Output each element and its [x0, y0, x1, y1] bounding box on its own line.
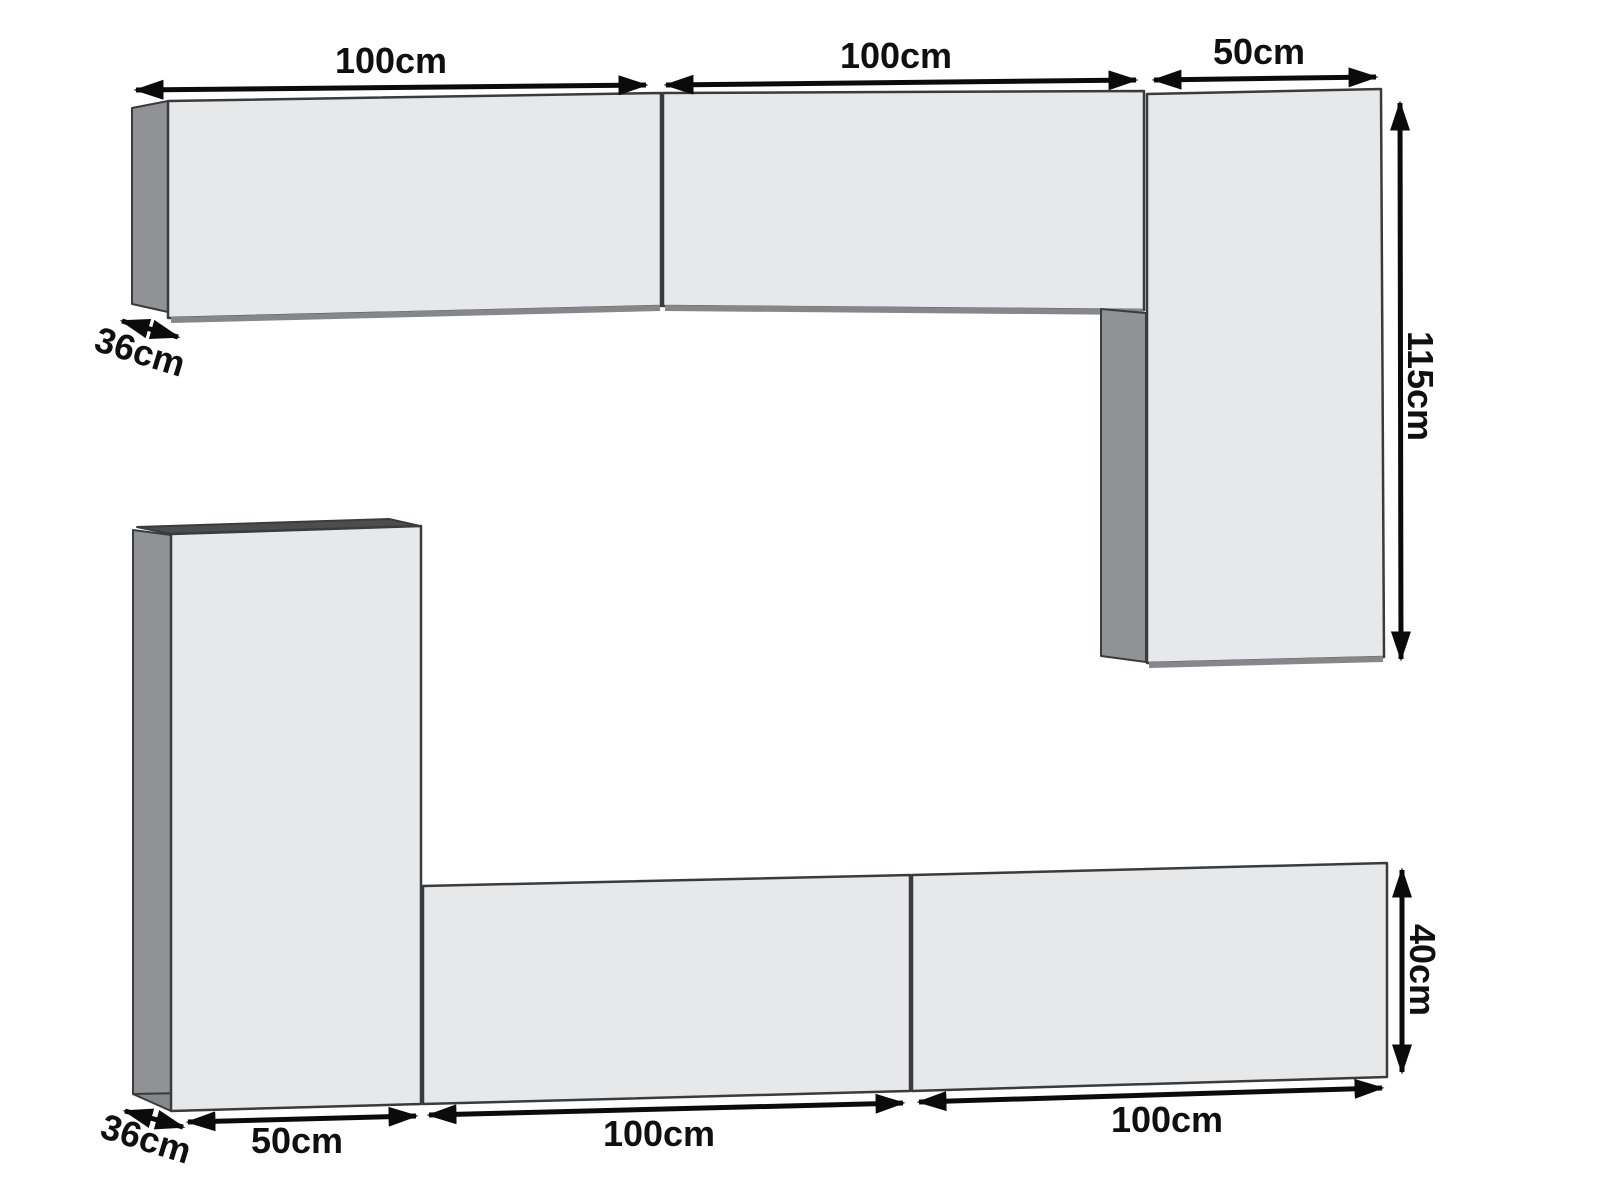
- dim-label-right-height-40: 40cm: [1402, 924, 1443, 1016]
- bottom-right-cabinet-front-face: [910, 861, 1389, 1093]
- top-middle-cabinet-front-face: [661, 89, 1146, 312]
- bottom-middle-cabinet-front-face: [421, 873, 912, 1106]
- top-middle-cabinet-bottom-edge: [664, 305, 1144, 315]
- dim-label-bottom-middle-width: 100cm: [603, 1113, 715, 1154]
- dim-label-bottom-right-width: 100cm: [1111, 1099, 1223, 1140]
- bottom-row-cabinets: [132, 518, 1389, 1113]
- top-row-cabinets: [131, 87, 1386, 668]
- dim-arrow-top-left-width: [133, 75, 649, 100]
- dim-label-top-left-width: 100cm: [335, 40, 447, 81]
- top-left-cabinet-bottom-edge: [170, 305, 661, 323]
- dim-label-bottom-left-width: 50cm: [251, 1120, 343, 1161]
- dim-label-right-height-115: 115cm: [1400, 331, 1441, 441]
- dim-label-top-right-width: 50cm: [1213, 31, 1305, 72]
- tall-left-cabinet-front-face: [169, 524, 423, 1113]
- dimension-annotations: [119, 67, 1412, 1132]
- tall-right-cabinet-side-panel: [1100, 308, 1147, 663]
- dim-arrow-top-depth: [119, 318, 181, 340]
- top-left-cabinet-side-panel: [131, 100, 169, 313]
- dim-arrow-top-middle-width: [663, 70, 1139, 95]
- tall-right-cabinet-front-face: [1145, 87, 1386, 665]
- dim-arrow-bottom-middle-width: [426, 1093, 906, 1125]
- dim-arrow-bottom-left-width: [185, 1106, 419, 1132]
- dim-label-top-middle-width: 100cm: [840, 35, 952, 76]
- dimension-labels: 100cm 100cm 50cm 115cm 36cm 36cm 50cm 10…: [90, 31, 1443, 1172]
- dim-arrow-bottom-depth: [122, 1108, 186, 1130]
- tall-left-cabinet-side-panel: [132, 529, 172, 1111]
- top-left-cabinet-front-face: [166, 91, 663, 320]
- tall-right-cabinet-bottom-edge: [1148, 656, 1384, 668]
- dim-arrow-top-right-width: [1151, 67, 1379, 90]
- dim-arrow-right-height-115: [1390, 100, 1411, 662]
- dim-arrow-bottom-right-width: [916, 1078, 1385, 1112]
